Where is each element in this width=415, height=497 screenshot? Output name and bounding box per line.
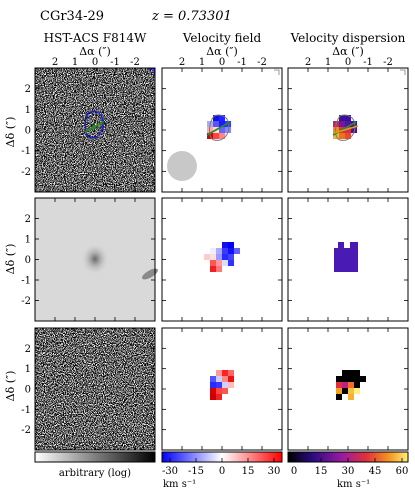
xlabel-hst: Δα (″): [79, 45, 111, 58]
y-tick-label: 1: [25, 364, 31, 375]
ylabel-row1: Δδ (″): [4, 117, 17, 148]
x-tick-label: -1: [363, 57, 373, 68]
y-tick-label: 1: [25, 235, 31, 246]
y-tick-label: -2: [21, 167, 31, 178]
corner-contour: [400, 69, 406, 75]
x-tick-label: 2: [179, 57, 185, 68]
panel-velocity-row2: [161, 197, 283, 322]
x-tick-label: 0: [92, 57, 98, 68]
corner-contour: [274, 69, 280, 75]
panel-dispersion-row2: [287, 197, 409, 322]
corner-contour: [147, 68, 155, 76]
x-tick-label: -1: [237, 57, 247, 68]
y-tick-label: -2: [21, 425, 31, 436]
panel-hst-row3: [34, 327, 156, 451]
center-marker: [91, 124, 97, 130]
panel-velocity-row3: [161, 327, 283, 451]
ylabel-row2: Δδ (″): [4, 244, 17, 275]
x-tick-label: 1: [325, 57, 331, 68]
y-tick-label: -2: [21, 296, 31, 307]
velocity-map-row2: [204, 242, 240, 272]
x-tick-label: 0: [345, 57, 351, 68]
y-tick-label: 0: [25, 385, 31, 396]
panel-hst-row1: [34, 67, 156, 193]
flux-contour: [84, 111, 104, 139]
kinematic-axis: [206, 121, 231, 136]
colorbar-dispersion-unit: km s⁻¹: [337, 479, 370, 490]
panel-hst-row2: [34, 197, 158, 322]
y-tick-label: 1: [25, 105, 31, 116]
galaxy-image: [81, 243, 109, 275]
colorbar-dispersion: 0 15 30 45 60 km s⁻¹: [287, 451, 409, 490]
y-tick-label: -1: [21, 405, 31, 416]
flux-contour: [335, 114, 356, 141]
top-tick-labels: 2 1 0 -1 -2 2 1 0 -1 -2 2 1 0 -1 -2: [52, 57, 393, 68]
colorbar-tick-label: -30: [162, 466, 178, 477]
velocity-map-row3: [210, 370, 234, 400]
x-tick-label: 0: [219, 57, 225, 68]
colorbar-tick-label: 0: [291, 466, 297, 477]
panel-dispersion-row3: [287, 327, 409, 451]
y-tick-label: 0: [25, 255, 31, 266]
panel-velocity-row1: [161, 67, 283, 193]
colorbar-tick-label: 15: [242, 466, 255, 477]
left-tick-labels: 2 1 0 -1 -2 2 1 0 -1 -2 2 1 0 -1 -2: [21, 84, 31, 436]
x-tick-label: 2: [52, 57, 58, 68]
y-tick-label: 0: [25, 126, 31, 137]
colorbar-tick-label: 60: [396, 466, 409, 477]
y-tick-label: 2: [25, 84, 31, 95]
colorbar-tick-label: 15: [315, 466, 328, 477]
colorbar-tick-label: 0: [219, 466, 225, 477]
colorbar-hst: arbitrary (log): [34, 451, 156, 479]
colorbar-tick-label: 30: [342, 466, 355, 477]
y-tick-label: -1: [21, 146, 31, 157]
colorbar-velocity-unit: km s⁻¹: [163, 479, 196, 490]
dispersion-map-row2: [334, 242, 358, 272]
colorbar-hst-label: arbitrary (log): [59, 468, 131, 479]
x-tick-label: 1: [72, 57, 78, 68]
xlabel-dispersion: Δα (″): [332, 45, 364, 58]
object-id: CGr34-29: [40, 9, 104, 24]
x-tick-label: 1: [199, 57, 205, 68]
colorbar-velocity: -30 -15 0 15 30 km s⁻¹: [161, 451, 283, 490]
x-tick-label: 2: [305, 57, 311, 68]
y-tick-label: 2: [25, 344, 31, 355]
x-tick-label: -2: [130, 57, 140, 68]
neighbour-source: [142, 268, 158, 280]
colorbar-tick-label: -15: [188, 466, 204, 477]
colorbar-tick-label: 30: [268, 466, 281, 477]
psf-disc: [167, 151, 197, 181]
col-title-hst: HST-ACS F814W: [44, 31, 147, 45]
x-tick-label: -2: [383, 57, 393, 68]
xlabel-velocity: Δα (″): [206, 45, 238, 58]
dispersion-map-row3: [336, 370, 366, 400]
panel-dispersion-row1: [287, 67, 409, 193]
ylabel-row3: Δδ (″): [4, 371, 17, 402]
x-tick-label: -2: [257, 57, 267, 68]
y-tick-label: 2: [25, 214, 31, 225]
morphological-axis: [333, 125, 359, 134]
col-title-dispersion: Velocity dispersion: [290, 31, 406, 45]
redshift-label: z = 0.73301: [151, 9, 232, 24]
flux-contour: [209, 114, 230, 141]
y-tick-label: -1: [21, 276, 31, 287]
colorbar-tick-label: 45: [369, 466, 382, 477]
panel-ticks: [35, 68, 408, 450]
col-title-velocity: Velocity field: [182, 31, 262, 45]
x-tick-label: -1: [110, 57, 120, 68]
